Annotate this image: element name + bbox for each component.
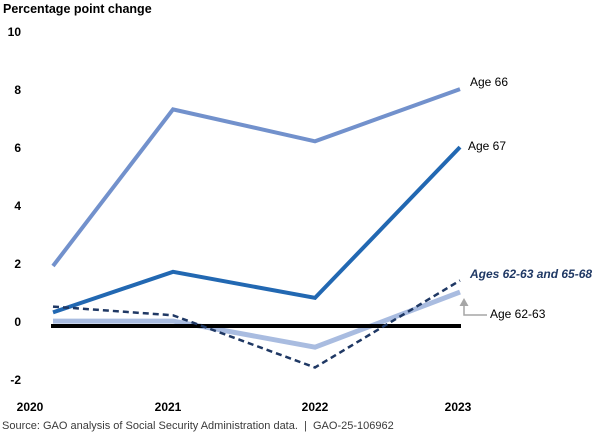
series-label-age-62-63: Age 62-63 (490, 307, 546, 321)
series-label-age-67: Age 67 (468, 139, 507, 153)
series-line-combined (52, 279, 461, 369)
y-tick-4: 4 (14, 199, 21, 213)
y-tick-0: 0 (14, 315, 21, 329)
series-label-age-66: Age 66 (470, 75, 509, 89)
series-label-ages-62-63-and-65-68: Ages 62-63 and 65-68 (470, 267, 593, 281)
series-line-age67 (52, 145, 462, 315)
y-tick-6: 6 (14, 141, 21, 155)
age-62-63-callout-arrow (459, 298, 487, 316)
series-line-age66 (51, 87, 461, 268)
y-tick-8: 8 (14, 83, 21, 97)
y-tick-2: 2 (14, 257, 21, 271)
x-tick-2022: 2022 (301, 400, 329, 414)
y-tick--2: -2 (10, 373, 21, 387)
x-tick-2020: 2020 (16, 400, 44, 414)
series-line-age6263 (53, 289, 461, 350)
chart-title: Percentage point change (3, 2, 152, 16)
source-note: Source: GAO analysis of Social Security … (2, 420, 394, 432)
x-tick-2021: 2021 (154, 400, 182, 414)
x-tick-2023: 2023 (444, 400, 472, 414)
y-tick-10: 10 (7, 25, 21, 39)
